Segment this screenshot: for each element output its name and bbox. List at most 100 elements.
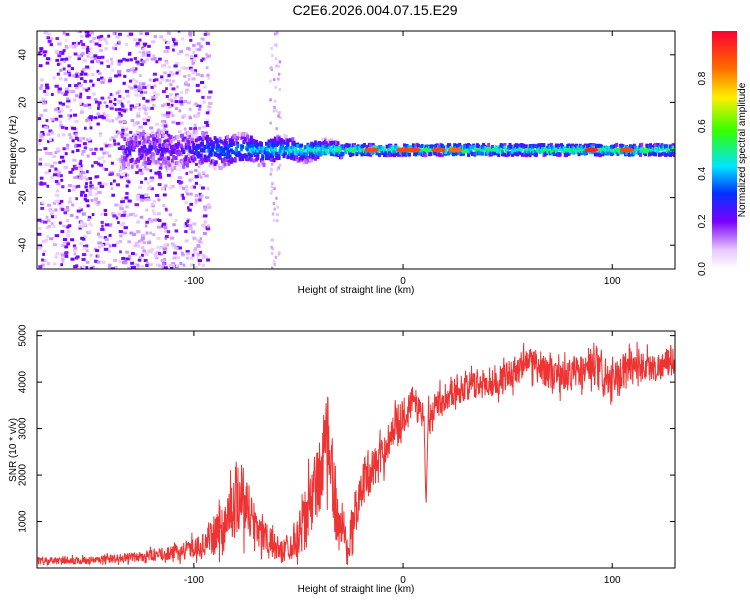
heatmap-cell <box>125 214 130 218</box>
heatmap-cell <box>89 148 94 152</box>
heatmap-cell <box>156 225 162 229</box>
heatmap-cell <box>149 161 155 165</box>
heatmap-cell <box>188 170 193 174</box>
heatmap-cell <box>118 40 121 44</box>
heatmap-cell <box>73 113 78 117</box>
heatmap-cell <box>528 153 532 158</box>
heatmap-cell <box>273 43 277 47</box>
heatmap-cell <box>165 113 169 117</box>
heatmap-cell <box>38 265 43 269</box>
heatmap-cell <box>163 71 167 75</box>
heatmap-cell <box>92 36 97 40</box>
heatmap-cell <box>371 150 375 155</box>
heatmap-cell <box>129 104 135 108</box>
heatmap-cell <box>103 182 109 186</box>
heatmap-cell <box>173 42 178 46</box>
y-tick-label: 2000 <box>18 463 29 486</box>
heatmap-cell <box>79 174 83 178</box>
heatmap-cell <box>112 102 117 106</box>
heatmap-cell <box>54 179 59 183</box>
heatmap-cell <box>174 100 179 104</box>
heatmap-cell <box>85 188 89 192</box>
heatmap-cell <box>139 74 142 78</box>
heatmap-cell <box>79 164 83 168</box>
heatmap-cell <box>79 242 84 246</box>
snr-series-line <box>37 341 675 567</box>
heatmap-cell <box>140 58 143 62</box>
heatmap-cell <box>326 137 330 142</box>
heatmap-cell <box>238 157 242 162</box>
heatmap-cell <box>100 220 104 224</box>
heatmap-cell <box>177 139 181 144</box>
heatmap-cell <box>199 153 203 158</box>
heatmap-cell <box>147 115 152 119</box>
heatmap-cell <box>259 141 263 146</box>
heatmap-cell <box>543 146 547 151</box>
heatmap-cell <box>171 120 176 124</box>
heatmap-cell <box>69 114 73 118</box>
heatmap-cell <box>667 150 671 155</box>
heatmap-cell <box>291 152 295 157</box>
heatmap-cell <box>163 127 166 131</box>
heatmap-cell <box>67 200 72 204</box>
heatmap-cell <box>203 205 208 209</box>
heatmap-cell <box>161 64 165 68</box>
heatmap-cell <box>184 222 188 226</box>
heatmap-cell <box>192 58 197 62</box>
heatmap-cell <box>116 131 122 135</box>
heatmap-cell <box>115 241 121 245</box>
heatmap-cell <box>153 143 157 148</box>
heatmap-cell <box>45 61 50 65</box>
heatmap-cell <box>206 187 210 191</box>
heatmap-cell <box>86 170 89 174</box>
heatmap-cell <box>127 52 132 56</box>
heatmap-cell <box>163 49 168 53</box>
heatmap-cell <box>246 157 250 162</box>
heatmap-cell <box>119 250 122 254</box>
heatmap-cell <box>122 96 126 100</box>
heatmap-cell <box>156 218 160 222</box>
heatmap-cell <box>45 215 49 219</box>
heatmap-cell <box>102 151 106 155</box>
heatmap-cell <box>665 144 669 149</box>
heatmap-cell <box>558 152 562 157</box>
heatmap-cell <box>213 136 217 141</box>
heatmap-cell <box>41 201 45 205</box>
heatmap-cell <box>185 252 191 256</box>
heatmap-cell <box>68 84 72 88</box>
heatmap-cell <box>205 111 210 115</box>
heatmap-cell <box>656 142 660 147</box>
heatmap-cell <box>200 215 205 219</box>
heatmap-cell <box>46 262 51 266</box>
heatmap-cell <box>271 153 275 158</box>
heatmap-cell <box>69 108 73 112</box>
heatmap-cell <box>123 109 127 113</box>
heatmap-cell <box>69 44 73 48</box>
heatmap-cell <box>187 224 193 228</box>
heatmap-cell <box>310 141 314 146</box>
heatmap-cell <box>46 184 50 188</box>
heatmap-cell <box>94 42 99 46</box>
heatmap-cell <box>82 142 87 146</box>
heatmap-cell <box>157 149 161 154</box>
heatmap-cell <box>135 194 140 198</box>
heatmap-cell <box>145 99 150 103</box>
heatmap-cell <box>273 32 277 36</box>
heatmap-cell <box>200 141 204 146</box>
heatmap-cell <box>218 136 222 141</box>
heatmap-cell <box>118 32 122 36</box>
heatmap-cell <box>43 220 48 224</box>
heatmap-cell <box>150 159 155 163</box>
heatmap-cell <box>97 72 102 76</box>
heatmap-cell <box>194 198 198 202</box>
heatmap-cell <box>83 212 86 216</box>
heatmap-cell <box>175 167 179 172</box>
heatmap-cell <box>183 224 188 228</box>
heatmap-cell <box>386 153 390 158</box>
heatmap-cell <box>206 134 210 139</box>
heatmap-cell <box>172 72 176 76</box>
heatmap-cell <box>172 48 175 52</box>
heatmap-cell <box>391 146 395 151</box>
heatmap-cell <box>86 54 90 58</box>
heatmap-cell <box>143 144 147 149</box>
